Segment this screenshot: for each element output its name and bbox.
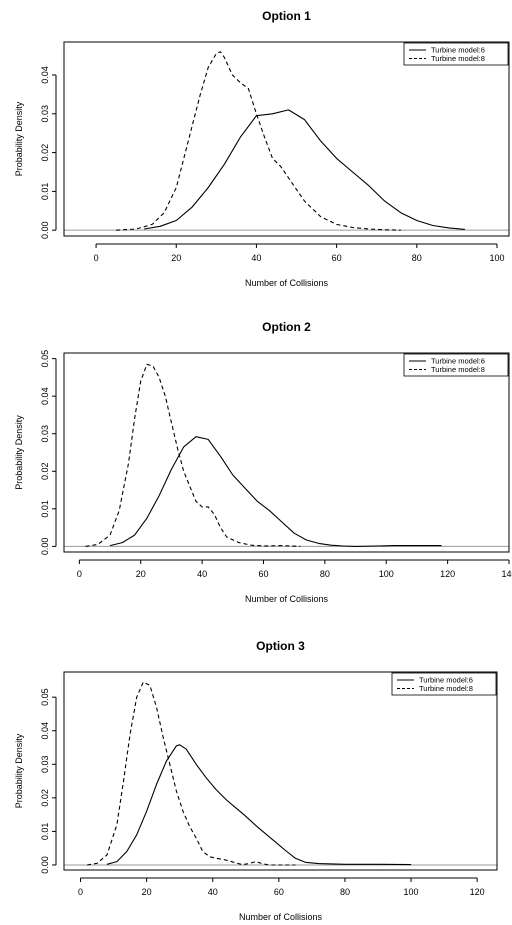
y-tick-label: 0.03 (40, 425, 50, 443)
x-tick-label: 40 (208, 887, 218, 897)
legend-entry: Turbine model:6 (431, 357, 485, 366)
legend-box (403, 353, 509, 377)
legend-entry: Turbine model:6 (419, 676, 473, 685)
y-tick-label: 0.05 (40, 688, 50, 706)
x-axis-label: Number of Collisions (245, 594, 329, 604)
x-tick-label: 0 (78, 887, 83, 897)
y-tick-label: 0.01 (40, 823, 50, 841)
series-line-turbine-6 (109, 436, 442, 547)
chart-panel-3: Option 3 0 20 40 60 80 100 120 Number of Collisi… (14, 639, 498, 922)
y-axis-label: Probability Density (14, 733, 24, 808)
x-tick-label: 0 (77, 569, 82, 579)
series-line-turbine-8 (85, 363, 301, 547)
x-tick-label: 0 (94, 253, 99, 263)
x-tick-label: 20 (142, 887, 152, 897)
y-tick-label: 0.02 (40, 789, 50, 807)
x-axis-label: Number of Collisions (245, 278, 329, 288)
plot-frame (63, 352, 510, 553)
x-tick-label: 40 (197, 569, 207, 579)
y-tick-label: 0.01 (40, 500, 50, 518)
legend-entry: Turbine model:6 (431, 46, 485, 55)
x-tick-label: 60 (274, 887, 284, 897)
chart-panel-1: Option 1 0 20 40 60 80 100 Number of Collisions… (14, 9, 510, 288)
plot-frame (63, 671, 498, 871)
plot-frame (63, 41, 510, 237)
y-axis-label: Probability Density (14, 101, 24, 176)
y-tick-label: 0.04 (40, 722, 50, 740)
series-line-turbine-8 (87, 681, 296, 866)
x-tick-label: 60 (258, 569, 268, 579)
y-tick-label: 0.02 (40, 144, 50, 162)
y-tick-label: 0.00 (40, 221, 50, 239)
series-line-turbine-6 (144, 109, 465, 230)
x-tick-label: 20 (171, 253, 181, 263)
y-tick-label: 0.04 (40, 66, 50, 84)
x-tick-label: 100 (404, 887, 419, 897)
y-tick-label: 0.05 (40, 350, 50, 368)
x-tick-label: 40 (251, 253, 261, 263)
x-tick-label: 140 (501, 569, 512, 579)
chart-title: Option 1 (262, 9, 311, 23)
y-tick-label: 0.00 (40, 856, 50, 874)
x-tick-label: 120 (440, 569, 455, 579)
x-tick-label: 80 (412, 253, 422, 263)
y-tick-label: 0.04 (40, 387, 50, 405)
x-tick-label: 100 (379, 569, 394, 579)
x-tick-label: 80 (340, 887, 350, 897)
legend-entry: Turbine model:8 (431, 365, 485, 374)
y-tick-label: 0.02 (40, 463, 50, 481)
x-axis-label: Number of Collisions (239, 912, 323, 922)
x-tick-label: 60 (332, 253, 342, 263)
x-tick-label: 20 (136, 569, 146, 579)
chart-panel-2: Option 2 0 20 40 60 80 100 120 140 Number of Coll… (14, 320, 512, 604)
x-tick-label: 120 (470, 887, 485, 897)
x-tick-label: 80 (320, 569, 330, 579)
y-tick-label: 0.03 (40, 105, 50, 123)
series-line-turbine-6 (106, 744, 412, 866)
y-tick-label: 0.03 (40, 756, 50, 774)
y-tick-label: 0.01 (40, 183, 50, 201)
chart-title: Option 2 (262, 320, 311, 334)
legend-box (391, 672, 497, 696)
series-line-turbine-8 (116, 51, 401, 231)
chart-title: Option 3 (256, 639, 305, 653)
y-tick-label: 0.00 (40, 538, 50, 556)
y-axis-label: Probability Density (14, 415, 24, 490)
legend-entry: Turbine model:8 (419, 684, 473, 693)
x-tick-label: 100 (489, 253, 504, 263)
legend-entry: Turbine model:8 (431, 54, 485, 63)
legend-box (403, 42, 509, 66)
